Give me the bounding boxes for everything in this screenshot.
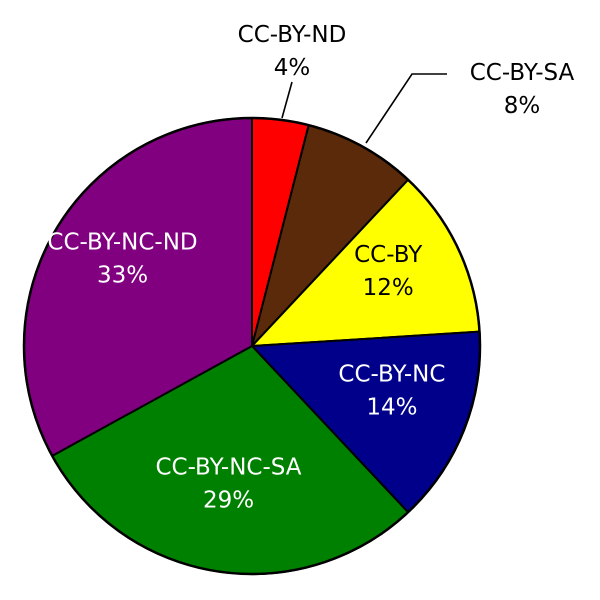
slice-category-cc-by: CC-BY (354, 242, 423, 268)
slice-category-cc-by-nd: CC-BY-ND (238, 22, 347, 48)
pie-outline (22, 116, 482, 576)
slice-category-cc-by-nc: CC-BY-NC (338, 361, 445, 387)
slice-label-cc-by-nc-nd: CC-BY-NC-ND 33% (47, 229, 197, 288)
slice-value-cc-by-nc-nd: 33% (97, 262, 148, 288)
slice-label-cc-by-nc-sa: CC-BY-NC-SA 29% (155, 455, 301, 514)
leader-lines (281, 73, 447, 144)
slice-value-cc-by: 12% (363, 275, 414, 301)
leader-line-cc-by-nd (281, 81, 293, 119)
slice-category-cc-by-nc-nd: CC-BY-NC-ND (47, 229, 197, 255)
slice-labels: CC-BY-ND 4% CC-BY-SA 8%CC-BY 12%CC-BY-NC 14%C… (47, 22, 574, 514)
slice-label-cc-by-sa: CC-BY-SA 8% (470, 60, 575, 119)
slice-category-cc-by-sa: CC-BY-SA (470, 60, 575, 86)
slice-label-cc-by-nd: CC-BY-ND 4% (238, 22, 347, 81)
leader-line-cc-by-sa (365, 73, 447, 144)
slice-value-cc-by-nd: 4% (274, 55, 311, 81)
slice-value-cc-by-nc: 14% (366, 394, 417, 420)
pie-slices (23, 117, 481, 575)
slice-label-cc-by: CC-BY 12% (354, 242, 423, 301)
slice-category-cc-by-nc-sa: CC-BY-NC-SA (155, 455, 301, 481)
slice-label-cc-by-nc: CC-BY-NC 14% (338, 361, 445, 420)
slice-value-cc-by-nc-sa: 29% (203, 488, 254, 514)
slice-value-cc-by-sa: 8% (504, 93, 541, 119)
